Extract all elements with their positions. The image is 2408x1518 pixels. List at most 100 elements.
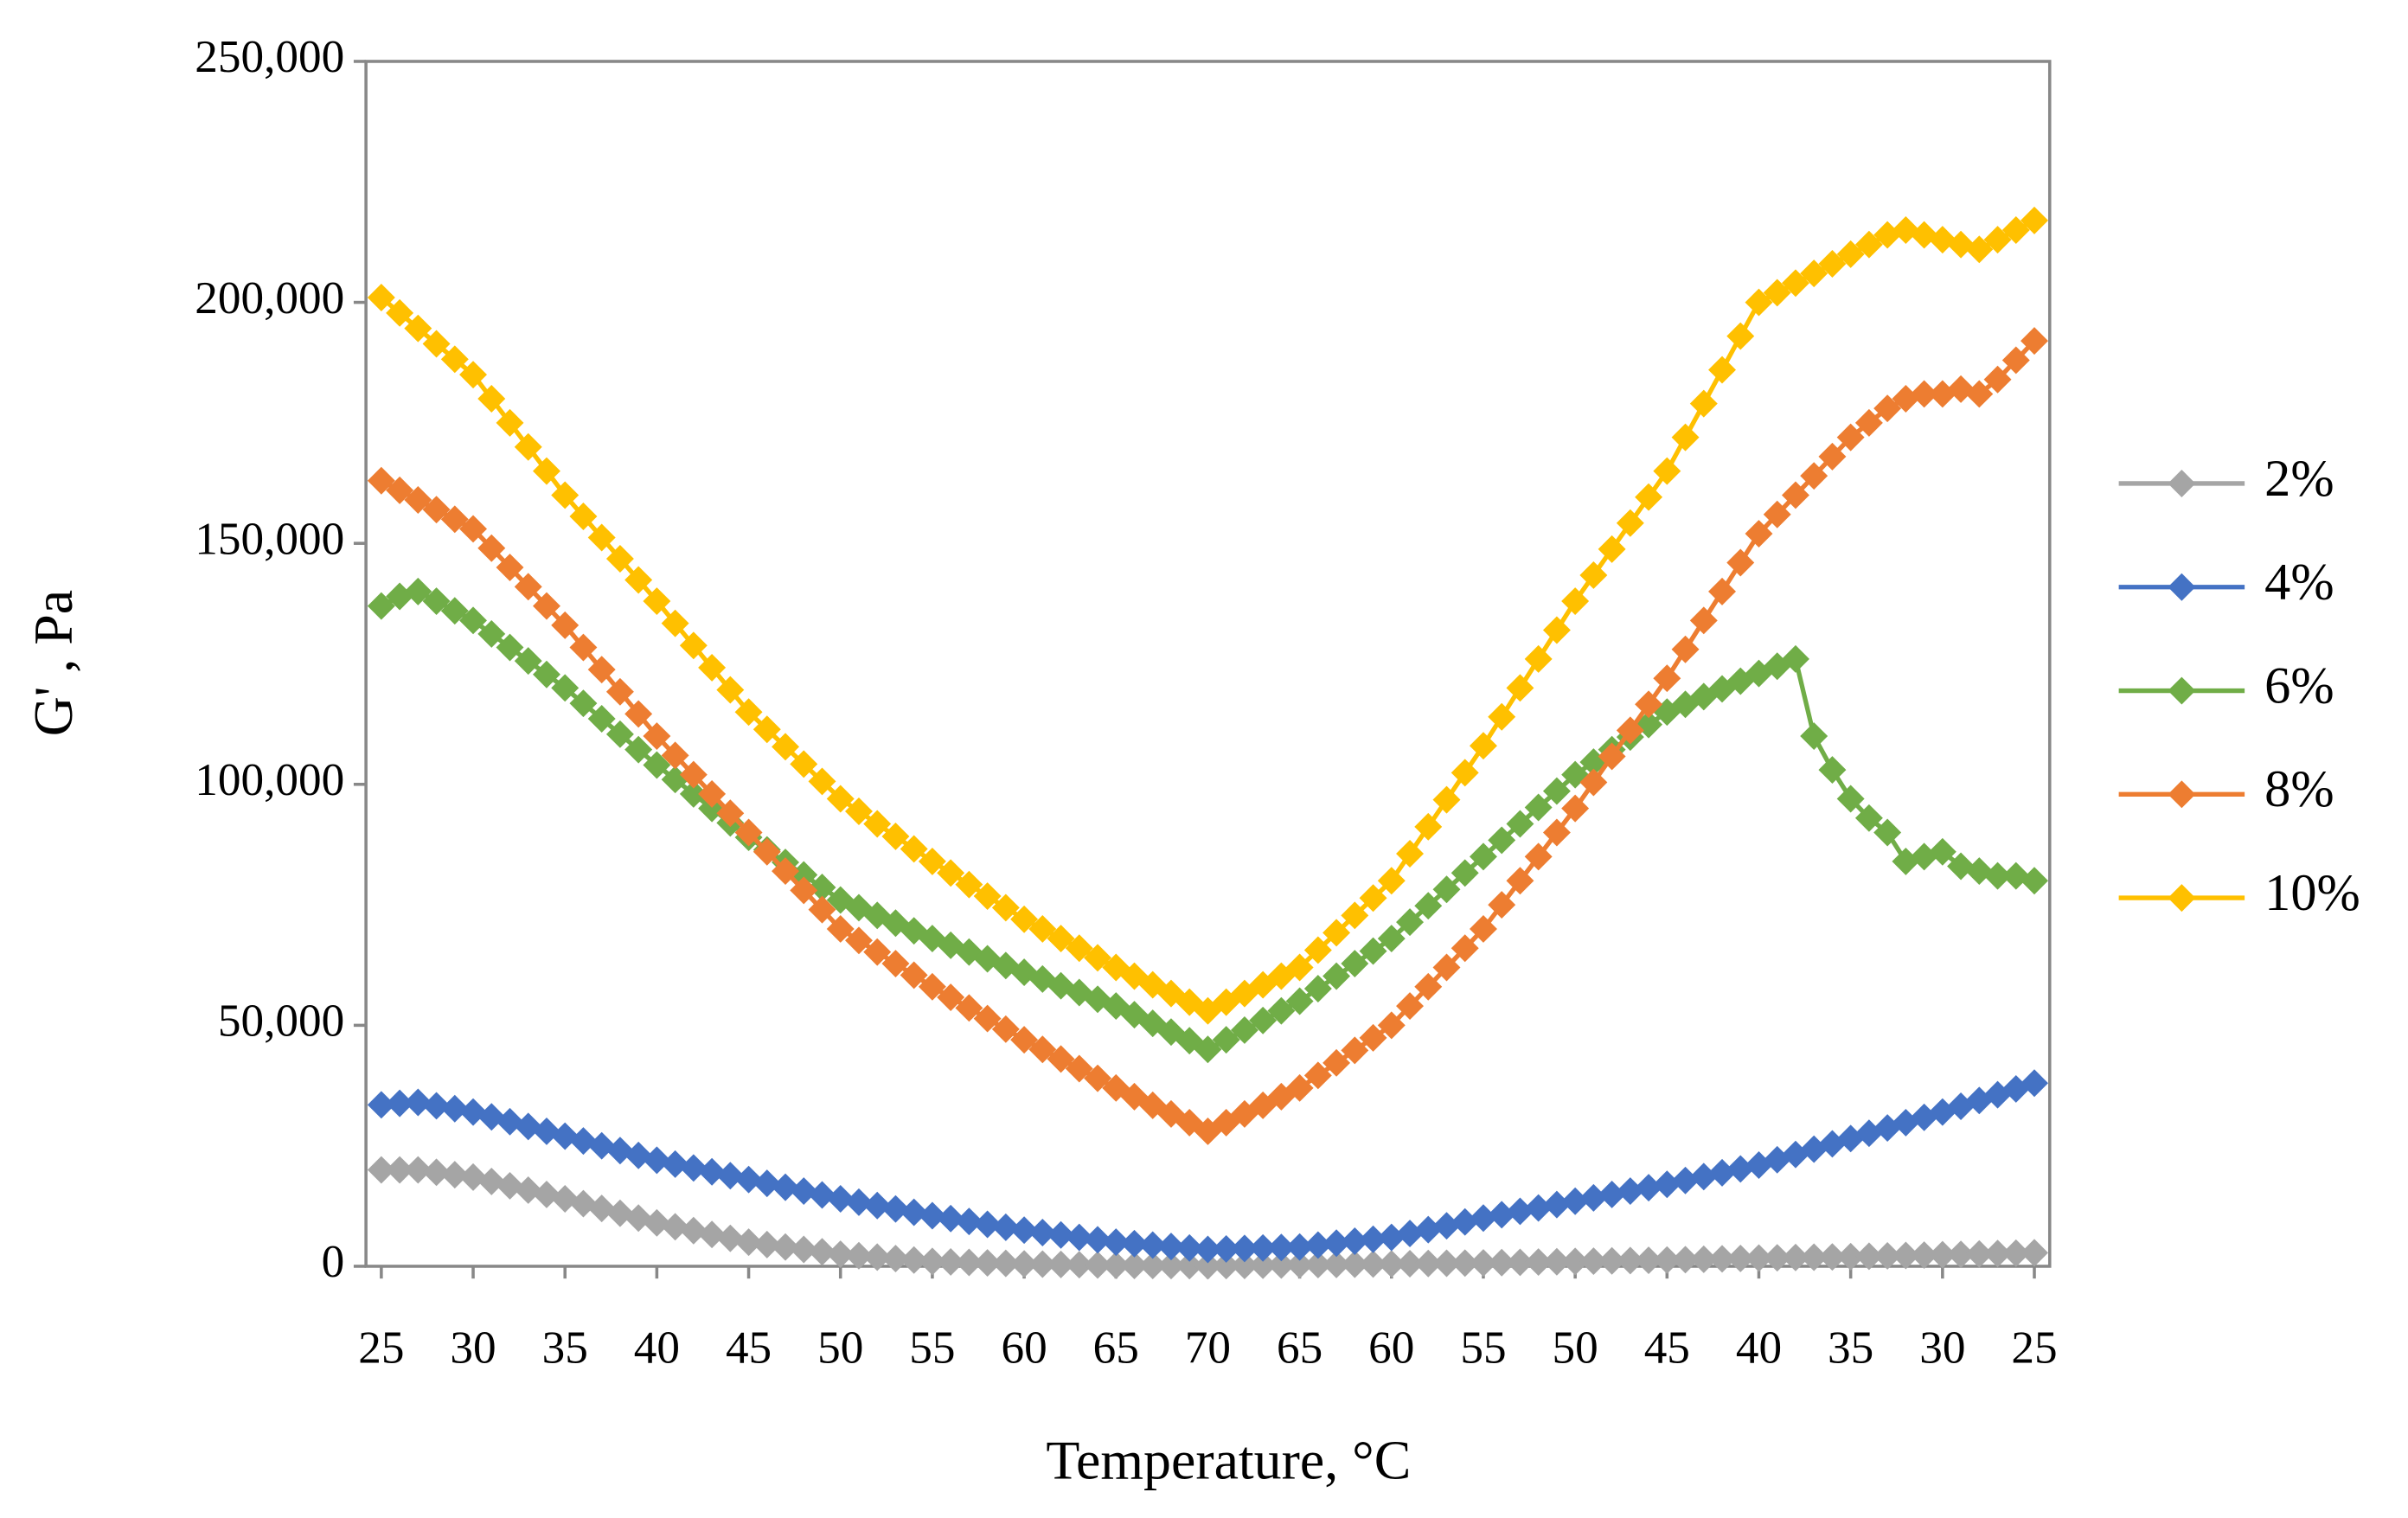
data-point — [752, 1230, 781, 1259]
data-point — [1230, 1015, 1258, 1044]
data-point — [1616, 1177, 1644, 1206]
series-line — [380, 218, 2036, 1014]
data-point — [569, 689, 598, 718]
data-point — [1377, 1011, 1406, 1040]
y-tick-label: 100,000 — [195, 754, 344, 805]
data-point — [1506, 1197, 1534, 1226]
x-axis-label: Temperature, °C — [1046, 1429, 1411, 1490]
data-point — [1432, 785, 1461, 814]
data-point — [790, 1235, 818, 1264]
data-point — [661, 609, 689, 637]
data-point — [1047, 1250, 1075, 1278]
data-point — [1249, 1251, 1278, 1279]
data-point — [1524, 842, 1553, 871]
data-point — [1598, 1180, 1626, 1208]
data-point — [1010, 905, 1039, 933]
data-point — [1965, 380, 1994, 408]
data-point — [1359, 884, 1387, 913]
y-tick-label: 0 — [322, 1236, 345, 1287]
data-point — [1689, 606, 1718, 635]
data-point — [1726, 322, 1755, 350]
data-point — [1175, 1252, 1204, 1280]
data-point — [772, 1173, 799, 1201]
data-point — [1322, 1250, 1351, 1278]
data-point — [404, 1088, 432, 1117]
y-tick-label: 150,000 — [195, 513, 344, 564]
data-point — [624, 700, 653, 728]
data-point — [440, 1094, 469, 1123]
data-point — [1303, 975, 1332, 1003]
data-point — [1635, 690, 1663, 719]
data-point — [973, 1210, 1002, 1239]
data-point — [752, 715, 781, 744]
data-point — [1488, 702, 1516, 731]
data-point — [1212, 1234, 1240, 1263]
data-point — [1910, 1241, 1938, 1270]
data-point — [1892, 1241, 1920, 1270]
data-point — [1285, 953, 1314, 982]
data-point — [551, 481, 580, 509]
data-point — [459, 515, 488, 543]
data-point — [1616, 1246, 1644, 1275]
data-point — [1506, 1248, 1534, 1277]
data-point — [2021, 867, 2048, 895]
data-point — [1285, 1073, 1314, 1102]
data-point — [1230, 1252, 1258, 1279]
data-point — [772, 733, 799, 761]
y-tick-label: 50,000 — [218, 996, 344, 1047]
data-point — [1156, 1233, 1185, 1261]
data-point — [605, 545, 634, 573]
x-tick-label: 55 — [909, 1323, 955, 1374]
data-point — [1506, 674, 1534, 702]
x-tick-label: 40 — [1736, 1323, 1782, 1374]
data-point — [808, 767, 836, 796]
data-point — [863, 810, 892, 838]
data-point — [790, 750, 818, 778]
data-point — [1212, 1252, 1240, 1280]
data-point — [734, 698, 763, 727]
data-point — [1928, 837, 1956, 866]
data-point — [1322, 1048, 1351, 1077]
data-point — [1763, 1244, 1791, 1272]
data-point — [1689, 1245, 1718, 1273]
y-tick-label: 250,000 — [195, 31, 344, 82]
data-point — [1377, 925, 1406, 953]
data-point — [1873, 818, 1902, 847]
data-point — [900, 1198, 928, 1227]
data-point — [1542, 777, 1571, 805]
data-point — [790, 1177, 818, 1206]
data-point — [1488, 1248, 1516, 1277]
x-tick-label: 60 — [1368, 1323, 1414, 1374]
data-point — [752, 1169, 781, 1198]
data-point — [1671, 635, 1700, 663]
data-point — [1303, 1061, 1332, 1090]
y-tick-label: 200,000 — [195, 272, 344, 323]
data-point — [1194, 1035, 1222, 1064]
data-point — [716, 676, 745, 704]
data-point — [863, 1243, 892, 1271]
data-point — [1267, 1251, 1296, 1279]
data-point — [1028, 1035, 1057, 1064]
data-point — [1267, 996, 1296, 1025]
data-point — [1359, 937, 1387, 965]
data-point — [734, 1228, 763, 1257]
data-point — [477, 1167, 506, 1195]
data-point — [1432, 875, 1461, 904]
data-point — [679, 760, 708, 789]
legend-marker — [2168, 884, 2196, 913]
data-point — [1156, 1252, 1185, 1280]
data-point — [1818, 756, 1847, 785]
data-point — [1524, 1194, 1553, 1222]
data-point — [1726, 1155, 1755, 1183]
data-point — [863, 1191, 892, 1220]
data-point — [679, 1216, 708, 1245]
data-point — [826, 1240, 855, 1269]
x-tick-label: 55 — [1460, 1323, 1506, 1374]
legend-marker — [2168, 470, 2196, 497]
data-point — [459, 1163, 488, 1191]
data-point — [1322, 919, 1351, 947]
data-point — [1230, 1234, 1258, 1263]
data-point — [587, 523, 616, 552]
data-point — [587, 656, 616, 684]
